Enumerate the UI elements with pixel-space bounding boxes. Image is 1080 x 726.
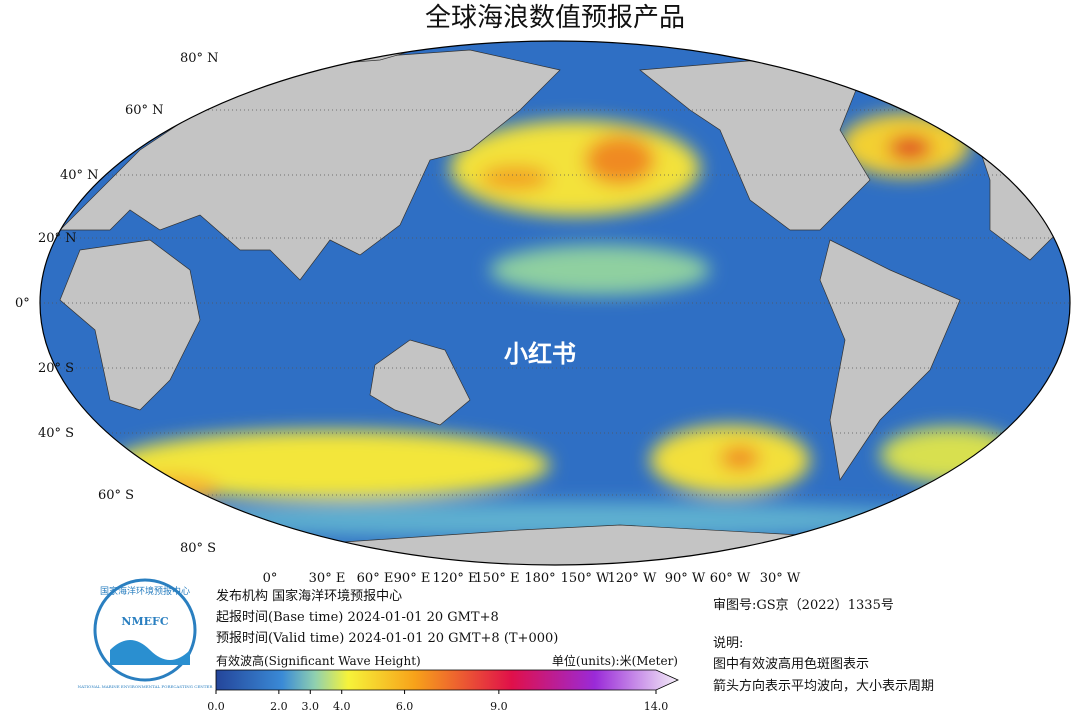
lon-label: 90° E (394, 571, 431, 586)
note: 箭头方向表示平均波向，大小表示周期 (713, 678, 934, 694)
lat-labels: 80° N 60° N 40° N 20° N 0° 20° S 40° S 60° S 80°… (15, 51, 219, 556)
map-border (39, 40, 1071, 566)
colorbar-label: 有效波高(Significant Wave Height) (216, 653, 421, 668)
colorbar-tick-label: 9.0 (490, 700, 508, 713)
lon-label: 150° W (561, 571, 610, 586)
logo-en: NATIONAL MARINE ENVIRONMENTAL FORECASTIN… (78, 684, 214, 689)
colorbar (215, 669, 679, 691)
lon-label: 30° W (760, 571, 801, 586)
colorbar-tick-label: 2.0 (270, 700, 288, 713)
lon-label: 150° E (475, 571, 520, 586)
colorbar-tick-label: 14.0 (644, 700, 669, 713)
lon-label: 90° W (665, 571, 706, 586)
lon-label: 120° W (608, 571, 657, 586)
lat-label: 80° S (180, 541, 216, 556)
lat-label: 40° S (38, 426, 74, 441)
south-america (819, 239, 961, 481)
logo-wave (110, 640, 190, 665)
logo-cn: 国家海洋环境预报中心 (100, 585, 190, 597)
wave-field (110, 113, 1020, 538)
colorbar-tick-label: 4.0 (333, 700, 351, 713)
approval: 审图号:GS京（2022）1335号 (713, 598, 894, 613)
watermark: 小红书 (504, 339, 576, 368)
valid-time: 预报时间(Valid time) 2024-01-01 20 GMT+8 (T+… (216, 631, 558, 646)
lat-label: 0° (15, 296, 30, 311)
lon-label: 120° E (433, 571, 478, 586)
lat-label: 80° N (180, 51, 219, 66)
lon-label: 30° E (309, 571, 346, 586)
colorbar-units: 单位(units):米(Meter) (552, 653, 678, 668)
lon-label: 0° (263, 571, 278, 586)
agency: 发布机构 国家海洋环境预报中心 (216, 588, 402, 604)
colorbar-tick-label: 6.0 (396, 700, 414, 713)
australia (369, 339, 471, 426)
lat-label: 20° S (38, 361, 74, 376)
lon-label: 60° W (710, 571, 751, 586)
lon-label: 180° (524, 571, 555, 586)
colorbar-ticks: 0.0 2.0 3.0 4.0 6.0 9.0 14.0 (207, 690, 668, 713)
lon-label: 60° E (357, 571, 394, 586)
base-time: 起报时间(Base time) 2024-01-01 20 GMT+8 (216, 610, 499, 625)
lat-label: 20° N (38, 231, 77, 246)
logo-abbr: NMEFC (121, 615, 168, 628)
lat-label: 60° S (98, 488, 134, 503)
lat-label: 40° N (60, 168, 99, 183)
notes-title: 说明: (713, 636, 743, 651)
colorbar-tick-label: 3.0 (302, 700, 320, 713)
lat-label: 60° N (125, 103, 164, 118)
title: 全球海浪数值预报产品 (425, 3, 685, 33)
africa (59, 239, 201, 411)
logo: 国家海洋环境预报中心 NMEFC NATIONAL MARINE ENVIRON… (78, 578, 214, 689)
colorbar-tick-label: 0.0 (207, 700, 225, 713)
note: 图中有效波高用色斑图表示 (713, 656, 869, 672)
